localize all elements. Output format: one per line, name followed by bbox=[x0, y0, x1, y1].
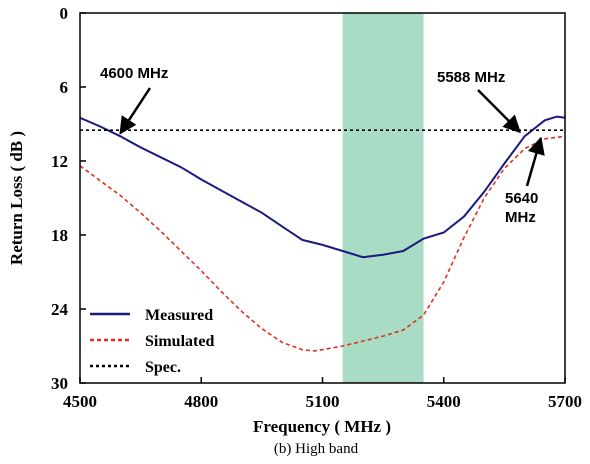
annotation-4600: 4600 MHz bbox=[100, 65, 168, 135]
x-tick-label: 5400 bbox=[427, 392, 461, 411]
annotation-5588: 5588 MHz bbox=[437, 69, 521, 134]
x-axis-title: Frequency ( MHz ) bbox=[253, 417, 391, 436]
y-tick-label: 0 bbox=[60, 4, 69, 23]
legend-label-simulated: Simulated bbox=[145, 333, 214, 350]
x-tick-label: 5700 bbox=[548, 392, 582, 411]
y-tick-label: 18 bbox=[51, 226, 68, 245]
y-axis-title: Return Loss ( dB ) bbox=[7, 131, 26, 265]
y-tick-label: 30 bbox=[51, 374, 68, 393]
series-layer bbox=[80, 115, 565, 352]
annotation-4600-arrow bbox=[119, 87, 152, 135]
annotation-5640-label-line2: MHz bbox=[505, 209, 536, 226]
x-tick-label: 4800 bbox=[184, 392, 218, 411]
annotation-5640: 5640 MHz bbox=[505, 136, 545, 226]
series-line-simulated bbox=[80, 135, 565, 352]
legend: Measured Simulated Spec. bbox=[90, 307, 214, 376]
annotation-4600-label: 4600 MHz bbox=[100, 65, 168, 82]
x-tick-label: 4500 bbox=[63, 392, 97, 411]
annotation-5640-label-line1: 5640 bbox=[505, 190, 538, 207]
y-tick-label: 6 bbox=[60, 78, 69, 97]
tick-layer: 4500 4800 5100 5400 5700 0 6 12 18 24 30 bbox=[51, 4, 582, 411]
y-tick-label: 24 bbox=[51, 300, 69, 319]
figure-caption: (b) High band bbox=[274, 441, 359, 457]
legend-label-measured: Measured bbox=[145, 307, 213, 324]
annotation-5640-arrow bbox=[525, 136, 545, 187]
y-tick-label: 12 bbox=[51, 152, 68, 171]
shaded-band bbox=[342, 13, 424, 383]
series-line-measured bbox=[80, 115, 565, 259]
annotation-5588-arrow bbox=[477, 89, 521, 134]
x-tick-label: 5100 bbox=[306, 392, 340, 411]
annotation-5588-label: 5588 MHz bbox=[437, 69, 505, 86]
legend-label-spec: Spec. bbox=[145, 359, 181, 376]
